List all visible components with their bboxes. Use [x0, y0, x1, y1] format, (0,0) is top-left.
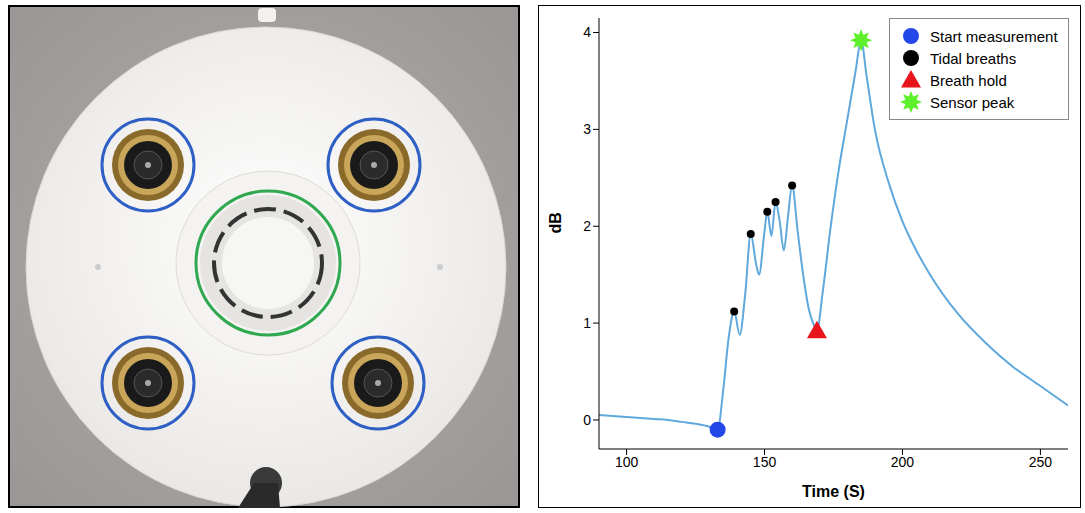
svg-text:4: 4: [583, 24, 591, 40]
svg-text:1: 1: [583, 315, 591, 331]
svg-text:Time (S): Time (S): [802, 483, 865, 500]
svg-text:3: 3: [583, 121, 591, 137]
svg-text:250: 250: [1029, 454, 1053, 470]
svg-text:100: 100: [615, 454, 639, 470]
svg-text:2: 2: [583, 218, 591, 234]
svg-text:150: 150: [753, 454, 777, 470]
svg-text:dB: dB: [547, 212, 564, 233]
html-text:Tidal breaths: Tidal breaths: [930, 49, 1017, 67]
html-text:Start measurement: Start measurement: [930, 27, 1058, 45]
svg-text:0: 0: [583, 412, 591, 428]
svg-text:200: 200: [891, 454, 915, 470]
html-text:Breath hold: Breath hold: [930, 71, 1007, 89]
html-text:Sensor peak: Sensor peak: [930, 93, 1015, 111]
